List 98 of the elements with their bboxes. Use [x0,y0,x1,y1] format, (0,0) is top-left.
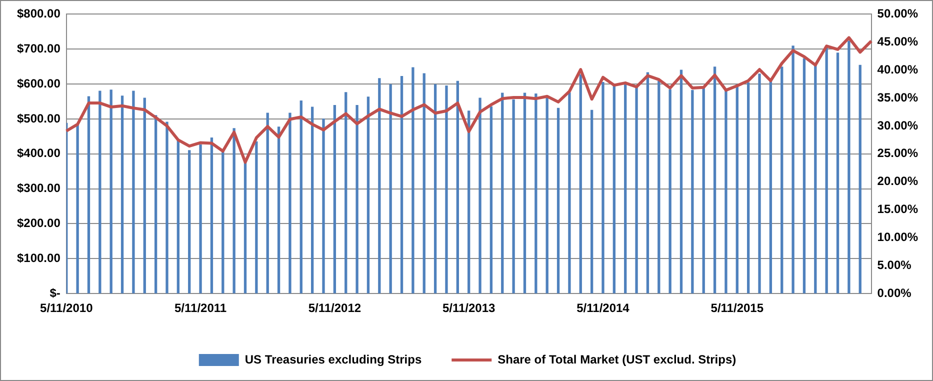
bar [222,150,224,294]
bar [646,72,650,294]
bar [512,99,515,294]
bar [333,105,336,294]
bar [412,67,414,294]
bar [322,118,325,294]
y-tick-label: $500.00 [16,111,61,126]
bar [277,126,280,294]
bar [568,92,571,294]
y-tick-label: $800.00 [16,6,61,21]
bar [232,128,236,294]
bar [310,106,314,294]
bar [344,92,348,294]
bar [858,64,862,294]
bar [422,73,426,294]
bar [176,138,180,294]
bar [143,98,146,294]
bar [490,106,493,294]
bar [110,90,112,294]
x-tick-label: 5/11/2013 [442,301,496,316]
x-tick-label: 5/11/2015 [710,301,764,316]
bar [534,94,538,294]
bar [556,108,560,294]
y2-tick-label: 5.00% [877,258,912,272]
bar [602,82,604,294]
y-tick-label: $600.00 [16,76,61,90]
bar [792,46,794,294]
y2-tick-label: 35.00% [877,90,918,104]
y2-tick-label: 0.00% [877,286,912,300]
y-tick-label: $400.00 [16,146,61,160]
x-tick-label: 5/11/2010 [40,301,94,316]
y2-tick-label: 15.00% [877,202,918,216]
x-tick-label: 5/11/2014 [576,301,630,316]
bar [199,144,202,294]
legend-label: Share of Total Market (UST exclud. Strips) [498,352,736,366]
bar [635,86,638,294]
y-tick-label: $300.00 [16,181,61,196]
bar [210,138,214,294]
y-tick-label: $200.00 [16,216,61,230]
bar [624,84,627,294]
bar [501,92,504,294]
bar [658,80,660,294]
y-tick-label: $- [50,286,60,300]
x-tick-label: 5/11/2012 [308,301,362,316]
bar [76,124,79,294]
bar [680,70,683,294]
y-tick-label: $700.00 [16,41,61,56]
bar [120,96,124,294]
bar [713,66,716,294]
bar [255,141,258,294]
bar [836,52,840,294]
bar [266,112,269,294]
y2-tick-label: 25.00% [877,146,918,160]
y-tick-label: $100.00 [16,250,61,265]
bar [612,84,616,294]
bar [478,98,482,294]
y2-tick-label: 45.00% [877,34,918,48]
y2-tick-label: 50.00% [877,6,918,21]
bar [780,66,784,294]
bar [825,47,828,294]
bar [724,90,728,294]
bar [132,90,135,294]
legend-label: US Treasuries excluding Strips [244,352,422,366]
bar [691,90,694,294]
y2-tick-label: 30.00% [877,118,918,132]
bar [758,74,761,294]
bar [378,78,381,294]
bar [400,76,404,294]
bar [736,84,738,294]
y2-tick-label: 10.00% [877,230,918,244]
bar [668,89,672,294]
bar [288,112,292,294]
bar [188,150,191,294]
bar [166,122,168,294]
bar [366,96,370,294]
bar [579,74,582,294]
bar [468,110,470,294]
y2-tick-label: 20.00% [877,174,918,188]
bar [356,105,358,294]
bar [814,64,817,294]
bar [434,84,437,294]
bar [746,82,750,294]
x-tick-label: 5/11/2011 [174,301,227,316]
bar [300,100,302,294]
bar [87,96,90,294]
y2-tick-label: 40.00% [877,62,918,76]
bar [98,90,102,294]
bar [523,92,526,294]
bar [154,115,158,294]
bar [848,40,850,294]
bar [590,110,594,294]
bar [456,80,459,294]
bar [389,84,392,294]
bar [445,85,448,294]
bar [702,88,705,294]
bar [546,98,548,294]
bar [802,58,806,294]
bar [769,80,772,294]
